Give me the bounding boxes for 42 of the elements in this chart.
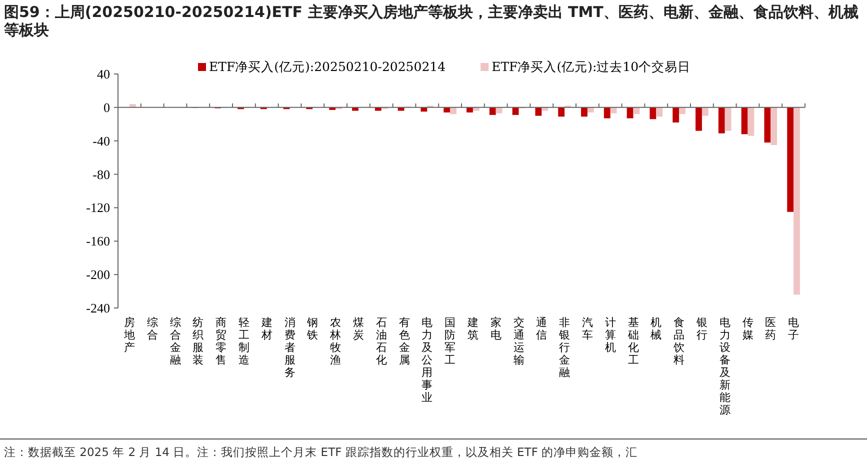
y-tick-label: -80: [92, 166, 110, 182]
y-tick-label: -200: [86, 267, 110, 282]
y-tick-label: 40: [97, 66, 110, 82]
x-tick-label: 商贸零售: [216, 316, 227, 366]
y-tick-label: -40: [92, 133, 110, 148]
y-tick-label: -240: [86, 300, 110, 316]
x-tick-label: 电力及公用事业: [422, 316, 433, 404]
x-tick-label: 钢铁: [306, 316, 318, 342]
x-tick-label: 综合金融: [170, 316, 181, 366]
x-tick-label: 机械: [650, 316, 662, 342]
y-tick-label: -160: [86, 234, 110, 249]
x-tick-label: 有色金属: [398, 316, 410, 366]
x-tick-label: 银行: [695, 316, 708, 342]
title: 图59：上周(20250210-20250214)ETF 主要净买入房地产等板块，主要净卖出 TMT、医药、电新、金融、食品饮料、机械等板块: [4, 3, 858, 39]
x-tick-label: 基础化工: [626, 316, 639, 366]
x-tick-label: 家电: [490, 316, 502, 342]
x-tick-label: 医药: [765, 316, 776, 342]
x-tick-label: 煤炭: [352, 316, 364, 342]
x-tick-label: 建材: [260, 316, 272, 342]
x-tick-label: 纺织服装: [192, 316, 204, 366]
x-tick-label: 国防军工: [444, 316, 456, 366]
legend-label: ETF净买入(亿元):20250210-20250214: [209, 59, 446, 74]
x-tick-label: 石油石化: [376, 316, 387, 366]
x-tick-label: 传媒: [742, 316, 754, 342]
x-tick-label: 交通运输: [513, 316, 524, 366]
x-tick-label: 通信: [536, 316, 548, 342]
x-tick-label: 农林牧渔: [329, 316, 342, 366]
x-tick-label: 汽车: [582, 316, 593, 342]
x-tick-label: 食品饮料: [672, 316, 685, 366]
x-tick-label: 综合: [146, 316, 158, 342]
x-tick-label: 电力设备及新能源: [719, 316, 730, 416]
y-tick-label: -120: [86, 200, 110, 216]
text: 注：数据截至 2025 年 2 月 14 日。注：我们按照上个月末 ETF 跟踪指数的行业权重，以及相关 ETF 的净申购金额，汇: [4, 445, 638, 459]
x-tick-label: 电子: [788, 316, 800, 342]
x-tick-label: 非银行金融: [558, 316, 570, 379]
legend-label: ETF净买入(亿元):过去10个交易日: [492, 59, 691, 74]
x-tick-label: 房地产: [122, 316, 135, 354]
x-tick-label: 消费者服务: [284, 316, 296, 379]
x-tick-label: 建筑: [466, 316, 478, 342]
y-tick-label: 0: [104, 100, 110, 115]
x-tick-label: 计算机: [604, 316, 616, 354]
x-tick-label: 轻工制造: [238, 316, 250, 366]
